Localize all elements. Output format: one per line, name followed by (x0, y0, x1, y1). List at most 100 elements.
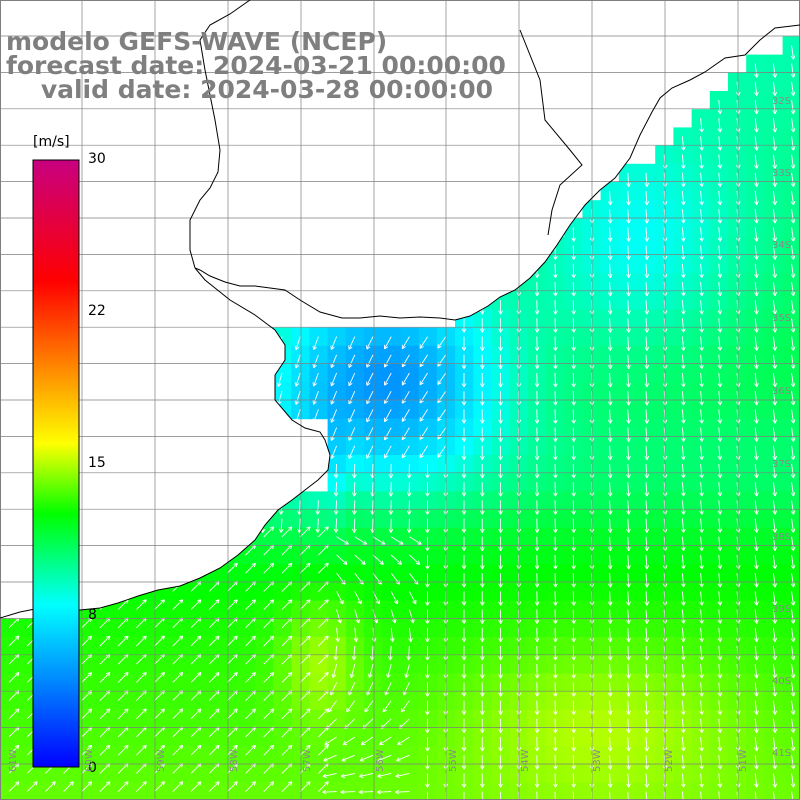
wind-arrow (318, 562, 329, 574)
wind-arrow-head (427, 710, 430, 715)
wind-arrow-head (253, 781, 256, 786)
wind-arrow-head (628, 583, 631, 588)
wind-arrow-head (437, 436, 442, 440)
wind-arrow-head (331, 346, 335, 350)
wind-arrow (754, 227, 758, 242)
wind-arrow (8, 781, 20, 792)
wind-arrow-head (105, 708, 111, 711)
wind-arrow (772, 63, 776, 78)
wind-arrow (245, 544, 256, 556)
field-cell (309, 764, 329, 784)
wind-arrow (372, 572, 382, 585)
wind-arrow-head (370, 510, 373, 515)
wind-arrow-head (790, 492, 794, 497)
field-cell (364, 655, 383, 674)
wind-arrow-head (607, 692, 611, 697)
wind-arrow-head (628, 765, 631, 770)
field-cell (400, 418, 420, 438)
wind-arrow-head (717, 328, 721, 333)
wind-arrow (718, 227, 721, 242)
wind-arrow-head (536, 455, 540, 461)
wind-arrow (387, 664, 392, 678)
wind-arrow (645, 627, 648, 642)
wind-arrow-head (756, 619, 759, 624)
wind-arrow-head (681, 201, 684, 206)
wind-arrow-head (793, 674, 796, 679)
field-cell (655, 782, 674, 800)
wind-arrow-head (793, 455, 796, 460)
wind-arrow-head (306, 744, 311, 747)
wind-arrow-head (626, 274, 630, 279)
wind-arrow-head (324, 562, 329, 565)
wind-arrow (627, 354, 630, 369)
wind-arrow-head (683, 656, 686, 661)
wind-arrow-head (364, 540, 368, 545)
wind-arrow-head (553, 274, 556, 279)
wind-arrow-head (406, 528, 410, 533)
wind-arrow-head (571, 328, 575, 333)
wind-arrow-head (719, 328, 723, 333)
wind-arrow-head (162, 635, 165, 641)
wind-arrow-head (498, 747, 501, 752)
wind-arrow-head (376, 789, 381, 793)
wind-arrow-head (772, 583, 776, 588)
wind-arrow-head (793, 783, 796, 788)
field-cell (473, 782, 492, 800)
wind-arrow-head (644, 292, 648, 297)
wind-arrow-head (480, 674, 483, 679)
wind-arrow-head (607, 565, 611, 570)
wind-arrow-head (609, 765, 613, 770)
field-cell (18, 728, 37, 747)
wind-arrow-head (402, 455, 406, 459)
wind-arrow (384, 372, 392, 386)
wind-arrow (572, 773, 575, 788)
wind-arrow-head (681, 783, 684, 788)
wind-arrow-head (772, 619, 776, 624)
wind-arrow-head (308, 526, 311, 531)
wind-arrow-head (701, 747, 704, 752)
wind-arrow-head (573, 783, 577, 788)
wind-arrow-head (294, 364, 297, 369)
wind-arrow-head (215, 781, 220, 784)
wind-arrow-head (754, 619, 758, 624)
wind-arrow-head (427, 510, 430, 515)
wind-arrow-head (717, 419, 721, 424)
wind-arrow (313, 409, 319, 423)
wind-arrow-head (571, 619, 575, 624)
wind-arrow-head (536, 364, 540, 370)
wind-arrow-head (443, 547, 447, 552)
wind-arrow-head (437, 382, 442, 385)
wind-arrow-head (717, 747, 721, 752)
wind-arrow (154, 781, 165, 792)
wind-arrow-head (571, 528, 575, 533)
wind-arrow-head (717, 492, 721, 497)
wind-arrow-head (717, 437, 721, 442)
wind-arrow-head (573, 346, 577, 351)
field-cell (18, 764, 37, 784)
wind-arrow-head (772, 674, 776, 679)
wind-arrow (700, 391, 703, 406)
wind-arrow-head (571, 292, 575, 297)
wind-arrow-head (463, 710, 467, 715)
wind-arrow-head (51, 781, 56, 784)
wind-arrow-head (253, 635, 256, 641)
field-cell (400, 400, 420, 420)
wind-arrow (354, 536, 367, 545)
wind-arrow-head (269, 708, 274, 711)
wind-arrow (627, 227, 630, 242)
wind-arrow (681, 463, 685, 478)
wind-arrow-head (628, 419, 631, 424)
wind-arrow-head (160, 781, 165, 784)
wind-arrow-head (774, 401, 778, 406)
wind-arrow (335, 500, 338, 515)
wind-arrow-head (609, 619, 613, 624)
colorbar-unit: [m/s] (33, 134, 70, 150)
wind-arrow (281, 653, 293, 665)
wind-arrow-head (573, 565, 577, 570)
field-cell (309, 691, 329, 711)
field-cell (273, 600, 292, 620)
field-cell (91, 673, 110, 693)
wind-arrow (350, 664, 356, 678)
wind-arrow-head (790, 456, 794, 460)
field-cell (18, 637, 37, 656)
